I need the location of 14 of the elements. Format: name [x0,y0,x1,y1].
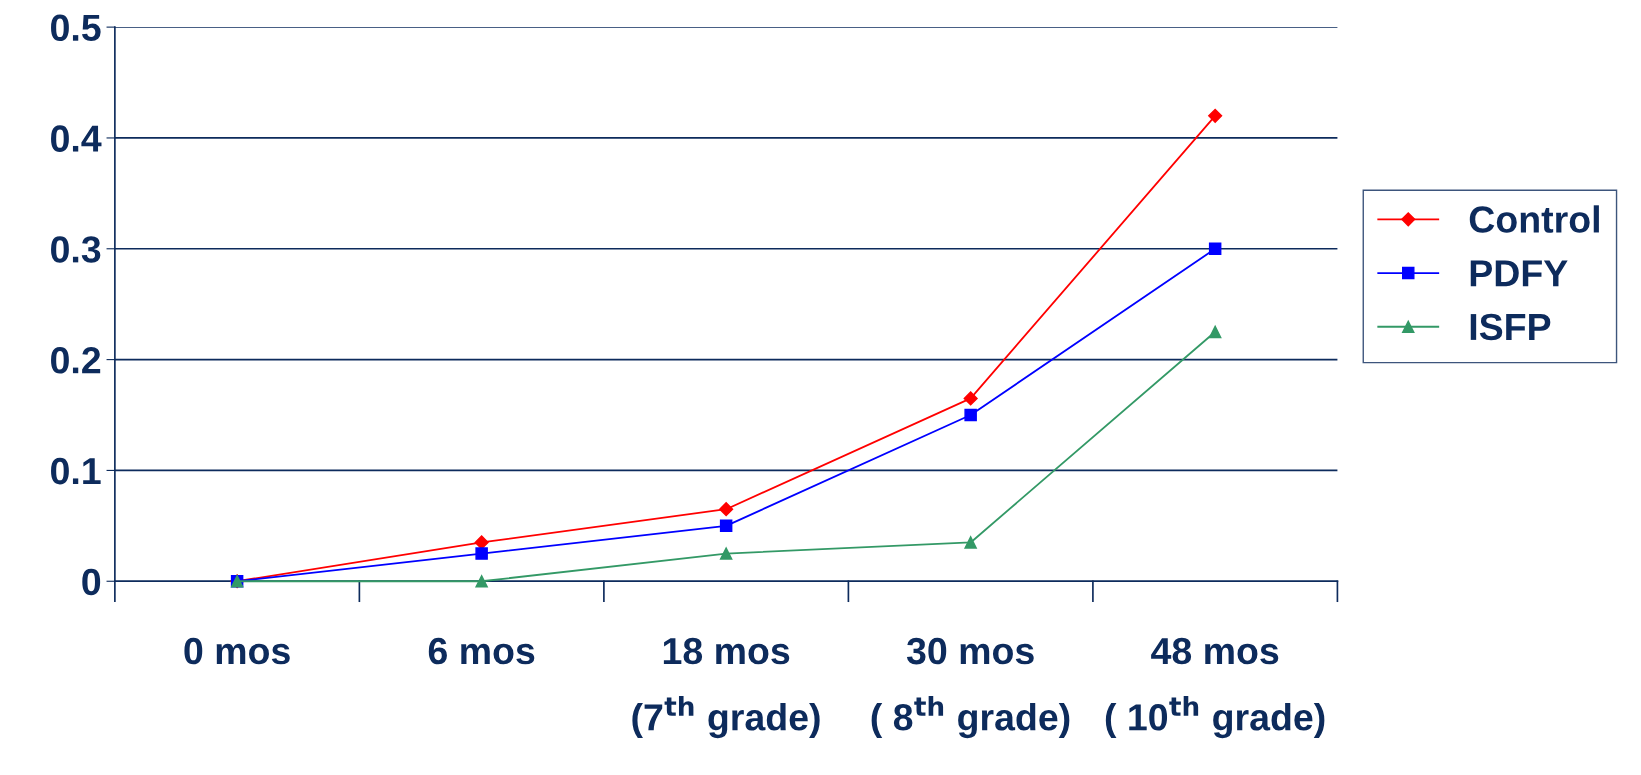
y-tick-label: 0 [82,568,101,596]
y-tick-label: 0.2 [51,347,101,374]
x-tick-label: 0 mos [184,637,290,665]
y-tick-label: 0.4 [51,125,102,152]
legend-label: PDFY [1470,260,1568,287]
y-tick-label: 0.5 [51,14,101,42]
legend-label: ISFP [1470,313,1551,341]
legend-label: Control [1469,205,1599,233]
y-tick-label: 0.3 [51,236,101,263]
x-tick-label: 18 mos (7$^{th}$ grade) [632,637,820,739]
x-tick-label: 6 mos [428,637,535,665]
y-tick-label: 0.1 [51,457,101,485]
x-tick-label: 30 mos ( 8$^{th}$ grade) [871,637,1070,739]
x-tick-label: 48 mos ( 10$^{th}$ grade) [1105,637,1325,739]
